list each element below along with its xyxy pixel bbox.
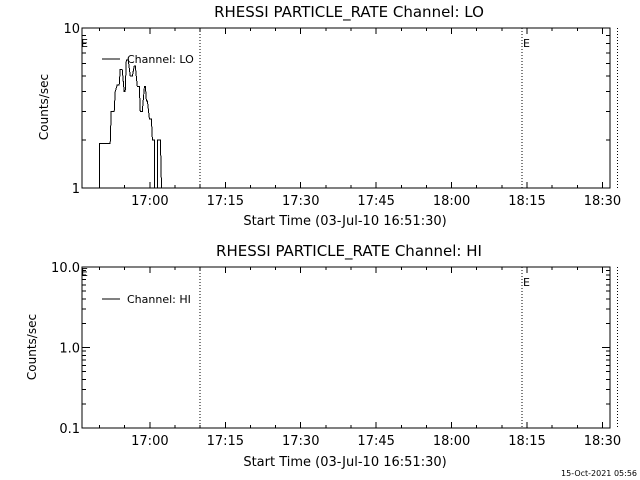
x-axis-label: Start Time (03-Jul-10 16:51:30) bbox=[243, 214, 446, 229]
x-tick-label: 17:30 bbox=[282, 434, 319, 449]
x-tick-label: 18:15 bbox=[508, 194, 545, 209]
y-axis-label: Counts/sec bbox=[37, 74, 51, 140]
x-tick-label: 17:00 bbox=[131, 434, 168, 449]
plot-frame bbox=[81, 27, 611, 189]
series-line bbox=[99, 59, 164, 189]
x-tick-label: 18:00 bbox=[433, 434, 470, 449]
x-tick-label: 18:30 bbox=[584, 194, 621, 209]
x-tick-label: 17:45 bbox=[357, 434, 394, 449]
y-tick-label: 1.0 bbox=[59, 342, 80, 357]
x-tick-label: 18:15 bbox=[508, 434, 545, 449]
y-tick-label: 0.1 bbox=[59, 422, 80, 437]
footer-timestamp: 15-Oct-2021 05:56 bbox=[561, 469, 637, 478]
y-tick-label: 10 bbox=[63, 22, 80, 37]
y-axis-label: Counts/sec bbox=[25, 314, 39, 380]
legend-label: Channel: LO bbox=[127, 53, 194, 66]
x-tick-label: 18:30 bbox=[584, 434, 621, 449]
y-tick-label: 10.0 bbox=[51, 261, 80, 276]
x-tick-label: 18:00 bbox=[433, 194, 470, 209]
left-event-marker: E bbox=[81, 266, 88, 279]
plot-frame bbox=[81, 266, 611, 429]
x-tick-label: 17:45 bbox=[357, 194, 394, 209]
chart-title: RHESSI PARTICLE_RATE Channel: HI bbox=[216, 242, 482, 261]
chart-panel-hi: RHESSI PARTICLE_RATE Channel: HI Counts/… bbox=[25, 242, 621, 470]
x-tick-label: 17:00 bbox=[131, 194, 168, 209]
event-marker-label: E bbox=[523, 276, 530, 289]
chart-title: RHESSI PARTICLE_RATE Channel: LO bbox=[214, 3, 484, 22]
x-tick-label: 17:15 bbox=[207, 434, 244, 449]
event-marker-label: E bbox=[523, 37, 530, 50]
x-tick-label: 17:30 bbox=[282, 194, 319, 209]
x-tick-label: 17:15 bbox=[207, 194, 244, 209]
x-axis-label: Start Time (03-Jul-10 16:51:30) bbox=[243, 455, 446, 470]
y-tick-label: 1 bbox=[72, 182, 80, 197]
legend-label: Channel: HI bbox=[127, 293, 191, 306]
chart-panel-lo: RHESSI PARTICLE_RATE Channel: LO Counts/… bbox=[37, 3, 621, 229]
